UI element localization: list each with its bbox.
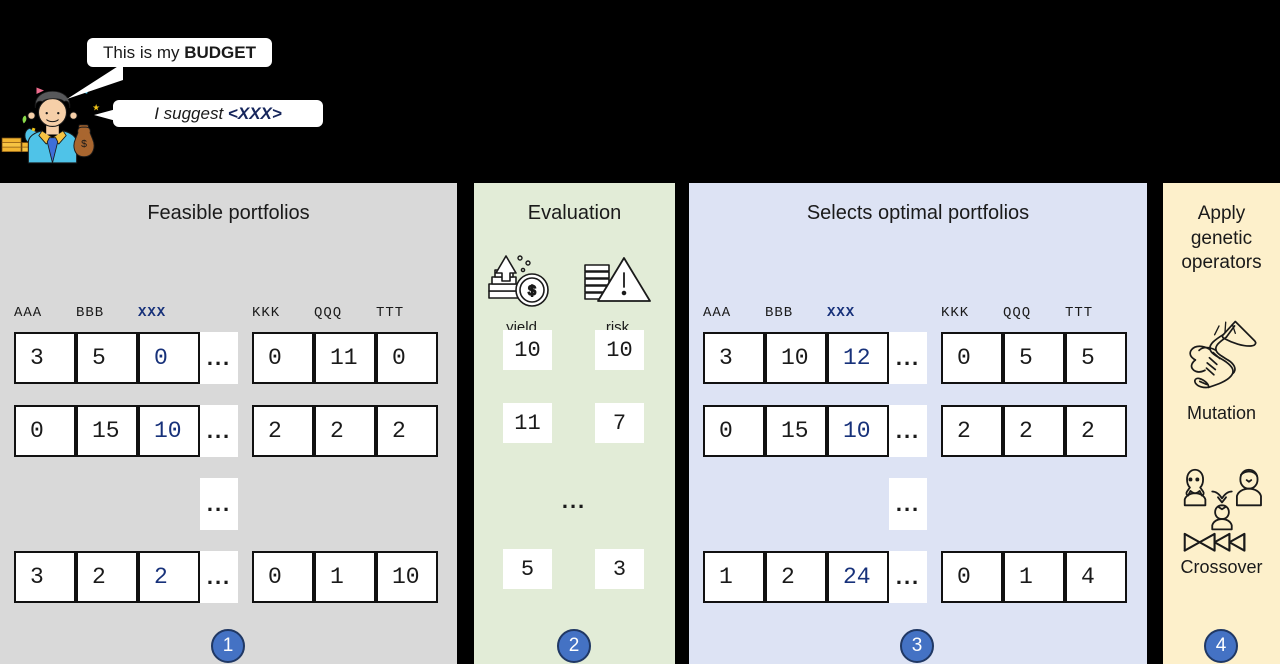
svg-text:$: $ <box>528 282 536 298</box>
svg-text:$: $ <box>81 138 87 150</box>
